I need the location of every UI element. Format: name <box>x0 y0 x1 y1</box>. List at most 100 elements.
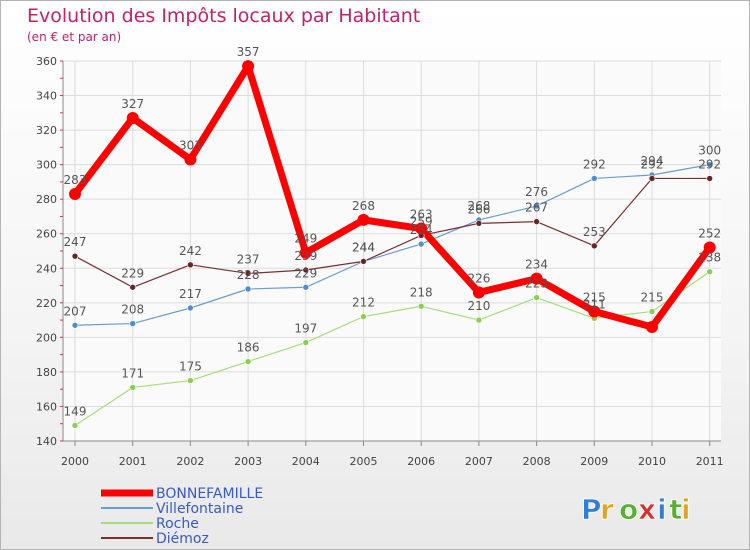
data-point <box>706 175 714 182</box>
data-point <box>703 241 716 254</box>
data-point <box>533 294 540 301</box>
data-point <box>129 283 136 291</box>
data-point <box>646 321 658 333</box>
chart-subtitle: (en € et par an) <box>27 30 122 44</box>
data-point <box>187 304 194 312</box>
legend-label: BONNEFAMILLE <box>156 486 263 502</box>
data-label: 215 <box>641 290 664 304</box>
data-label: 186 <box>237 341 260 355</box>
data-point <box>706 161 714 168</box>
data-label: 226 <box>467 271 490 285</box>
y-tick-label: 200 <box>36 331 57 344</box>
data-label: 210 <box>467 299 490 313</box>
y-tick-label: 140 <box>36 435 57 448</box>
data-point <box>129 384 136 391</box>
x-tick-label: 2001 <box>119 455 147 468</box>
data-label: 171 <box>121 366 144 380</box>
data-label: 300 <box>698 144 721 158</box>
data-label: 244 <box>352 240 375 254</box>
data-label: 211 <box>583 297 606 311</box>
data-label: 207 <box>64 304 87 318</box>
y-tick-label: 340 <box>36 90 57 103</box>
data-point <box>530 272 543 285</box>
x-tick-label: 2009 <box>580 455 608 468</box>
x-tick-label: 2005 <box>350 455 378 468</box>
data-label: 242 <box>179 244 202 258</box>
data-label: 292 <box>641 157 664 171</box>
data-point <box>415 222 428 235</box>
data-label: 247 <box>64 235 87 249</box>
data-label: 215 <box>583 290 606 304</box>
series-line <box>74 164 711 326</box>
data-label: 149 <box>64 404 87 418</box>
data-point <box>648 308 656 315</box>
x-tick-label: 2006 <box>407 455 435 468</box>
data-label: 175 <box>179 360 202 374</box>
data-label: 253 <box>583 225 606 239</box>
legend-label: Roche <box>156 516 199 532</box>
data-point <box>417 240 425 248</box>
data-label: 244 <box>352 240 375 254</box>
data-point <box>299 246 312 259</box>
data-point <box>71 252 79 260</box>
data-point <box>187 377 194 384</box>
data-label: 268 <box>467 199 490 213</box>
data-label: 212 <box>352 296 375 310</box>
y-tick-label: 160 <box>36 400 57 413</box>
data-label: 252 <box>698 227 721 241</box>
data-point <box>302 339 310 346</box>
data-label: 267 <box>525 201 548 215</box>
data-label: 266 <box>467 202 490 216</box>
data-label: 228 <box>237 268 260 282</box>
data-point <box>360 313 367 320</box>
y-tick-label: 320 <box>36 124 57 137</box>
logo-letter: i <box>681 493 691 526</box>
data-point <box>71 422 79 429</box>
data-point <box>533 202 540 210</box>
data-point <box>302 266 310 274</box>
data-point <box>475 316 483 324</box>
data-label: 229 <box>121 266 144 280</box>
x-tick-label: 2010 <box>638 455 666 468</box>
data-point <box>244 358 252 365</box>
data-point <box>417 302 425 310</box>
data-point <box>590 175 598 182</box>
x-tick-label: 2000 <box>61 455 89 468</box>
logo-letter: i <box>657 493 667 526</box>
data-label: 276 <box>525 185 548 199</box>
data-label: 292 <box>698 157 721 171</box>
data-label: 357 <box>237 45 260 59</box>
series-line <box>74 177 711 288</box>
data-point <box>360 258 367 265</box>
data-point <box>242 60 255 73</box>
data-label: 218 <box>410 285 433 299</box>
data-label: 217 <box>179 287 202 301</box>
x-tick-label: 2002 <box>176 455 204 468</box>
data-label: 294 <box>641 154 664 168</box>
data-label: 263 <box>410 208 433 222</box>
data-point <box>588 305 601 318</box>
logo-letter: P <box>581 493 602 526</box>
x-tick-label: 2007 <box>465 455 493 468</box>
data-point <box>244 270 252 277</box>
data-label: 259 <box>410 214 433 228</box>
data-label: 239 <box>294 249 317 263</box>
data-label: 283 <box>64 173 87 187</box>
data-label: 303 <box>179 138 202 152</box>
chart-title: Evolution des Impôts locaux par Habitant <box>27 5 421 27</box>
data-label: 237 <box>237 252 260 266</box>
data-point <box>129 320 136 327</box>
data-label: 327 <box>121 97 144 111</box>
logo-letter: o <box>619 493 638 526</box>
data-label: 268 <box>352 199 375 213</box>
logo-letter: t <box>669 493 682 526</box>
legend-label: Villefontaine <box>156 501 243 517</box>
data-label: 254 <box>410 223 433 237</box>
data-point <box>126 112 139 124</box>
y-tick-label: 180 <box>36 366 57 379</box>
y-tick-label: 280 <box>36 193 57 206</box>
data-point <box>648 175 656 182</box>
data-point <box>590 242 598 250</box>
